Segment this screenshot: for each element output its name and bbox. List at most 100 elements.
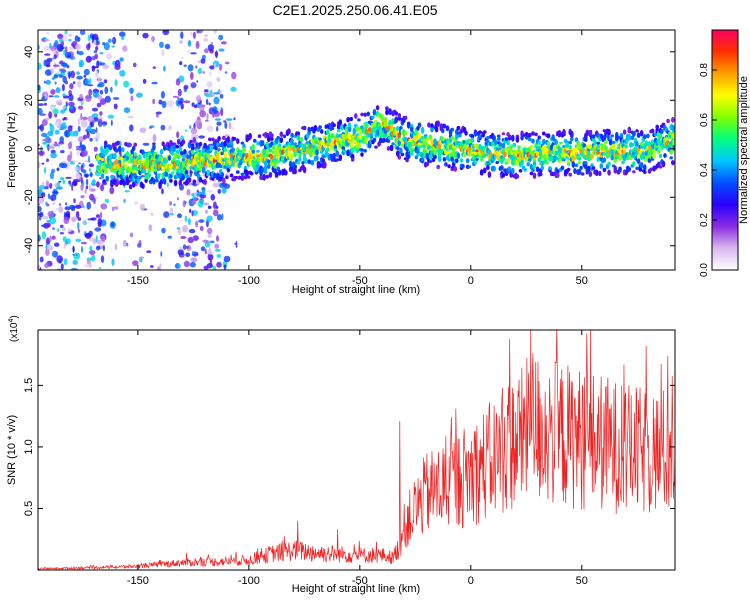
heatmap-cell	[562, 158, 566, 162]
heatmap-cell	[260, 167, 265, 174]
heatmap-cell	[68, 33, 73, 37]
heatmap-cell	[212, 92, 220, 95]
heatmap-cell	[666, 118, 670, 124]
heatmap-cell	[206, 145, 210, 150]
heatmap-cell	[98, 76, 101, 83]
heatmap-cell	[236, 170, 240, 174]
heatmap-cell	[146, 250, 152, 253]
heatmap-cell	[149, 265, 154, 268]
top-x-tick-label: 50	[576, 275, 588, 287]
heatmap-cell	[43, 46, 51, 52]
heatmap-cell	[44, 263, 49, 269]
heatmap-cell	[48, 95, 54, 98]
heatmap-cell	[65, 176, 72, 179]
heatmap-cell	[82, 134, 87, 140]
heatmap-cell	[76, 151, 81, 156]
heatmap-cell	[215, 142, 220, 148]
heatmap-cell	[119, 174, 123, 180]
heatmap-cell	[52, 227, 55, 230]
heatmap-cell	[450, 156, 455, 162]
heatmap-cell	[149, 126, 152, 129]
heatmap-cell	[568, 149, 572, 154]
heatmap-cell	[75, 238, 82, 243]
heatmap-cell	[661, 161, 666, 166]
heatmap-cell	[478, 143, 482, 150]
heatmap-cell	[131, 181, 136, 188]
heatmap-cell	[350, 147, 355, 154]
colorbar-tick-label: 0.8	[699, 63, 710, 77]
heatmap-cell	[385, 109, 389, 116]
heatmap-cell	[644, 140, 649, 147]
heatmap-cell	[260, 140, 265, 147]
heatmap-cell	[199, 194, 207, 199]
heatmap-cell	[354, 113, 358, 119]
bottom-y-tick-label: 0.5	[23, 501, 35, 516]
heatmap-cell	[594, 169, 599, 177]
heatmap-cell	[65, 210, 71, 218]
heatmap-cell	[41, 162, 45, 165]
heatmap-cell	[500, 165, 504, 171]
heatmap-cell	[672, 132, 675, 139]
heatmap-cell	[221, 41, 227, 45]
heatmap-cell	[57, 70, 61, 74]
heatmap-cell	[173, 95, 178, 98]
heatmap-cell	[542, 138, 546, 145]
heatmap-cell	[192, 235, 199, 241]
heatmap-cell	[108, 154, 113, 159]
heatmap-cell	[281, 149, 285, 155]
heatmap-cell	[195, 179, 200, 185]
heatmap-cell	[330, 133, 335, 139]
heatmap-cell	[364, 124, 369, 129]
heatmap-cell	[542, 131, 546, 136]
heatmap-cell	[326, 147, 330, 152]
heatmap-cell	[49, 194, 57, 201]
heatmap-cell	[168, 125, 172, 131]
heatmap-cell	[38, 161, 41, 169]
heatmap-cell	[338, 154, 343, 162]
colorbar-tick-label: 0.0	[699, 263, 710, 277]
heatmap-cell	[133, 201, 139, 205]
heatmap-cell	[262, 148, 267, 156]
colorbar	[711, 29, 739, 271]
heatmap-cell	[206, 81, 213, 88]
heatmap-cell	[497, 137, 501, 141]
heatmap-cell	[170, 171, 175, 175]
heatmap-cell	[173, 152, 178, 159]
heatmap-cell	[162, 178, 167, 185]
heatmap-cell	[95, 235, 98, 243]
heatmap-cell	[290, 132, 294, 138]
heatmap-cell	[123, 198, 126, 203]
heatmap-cell	[99, 90, 103, 95]
heatmap-cell	[155, 111, 162, 115]
heatmap-cell	[208, 163, 212, 168]
heatmap-cell	[100, 211, 103, 219]
heatmap-cell	[77, 51, 84, 56]
heatmap-cell	[43, 59, 46, 67]
bottom-axis-ticks: -150 -100 -50 0 50 0.5 1.0 1.5	[23, 330, 675, 587]
heatmap-cell	[495, 160, 500, 165]
heatmap-cell	[84, 78, 90, 85]
heatmap-cell	[302, 166, 307, 174]
heatmap-cell	[512, 142, 517, 147]
heatmap-cell	[85, 178, 89, 186]
heatmap-cell	[461, 164, 465, 169]
heatmap-cell	[139, 203, 146, 211]
heatmap-cell	[127, 179, 131, 183]
heatmap-cell	[98, 94, 103, 101]
heatmap-cell	[46, 158, 49, 163]
heatmap-cell	[216, 121, 222, 126]
heatmap-cell	[185, 245, 190, 249]
heatmap-cell	[441, 128, 445, 134]
heatmap-cell	[77, 105, 84, 110]
heatmap-cell	[85, 185, 89, 190]
heatmap-cell	[410, 126, 414, 132]
heatmap-cell	[66, 65, 70, 69]
heatmap-cell	[202, 202, 210, 206]
heatmap-cell	[216, 261, 222, 268]
heatmap-cell	[568, 144, 572, 150]
heatmap-cell	[267, 159, 271, 164]
heatmap-cell	[42, 141, 47, 145]
heatmap-cell	[231, 147, 235, 153]
heatmap-cell	[277, 143, 282, 147]
heatmap-cell	[91, 183, 97, 186]
